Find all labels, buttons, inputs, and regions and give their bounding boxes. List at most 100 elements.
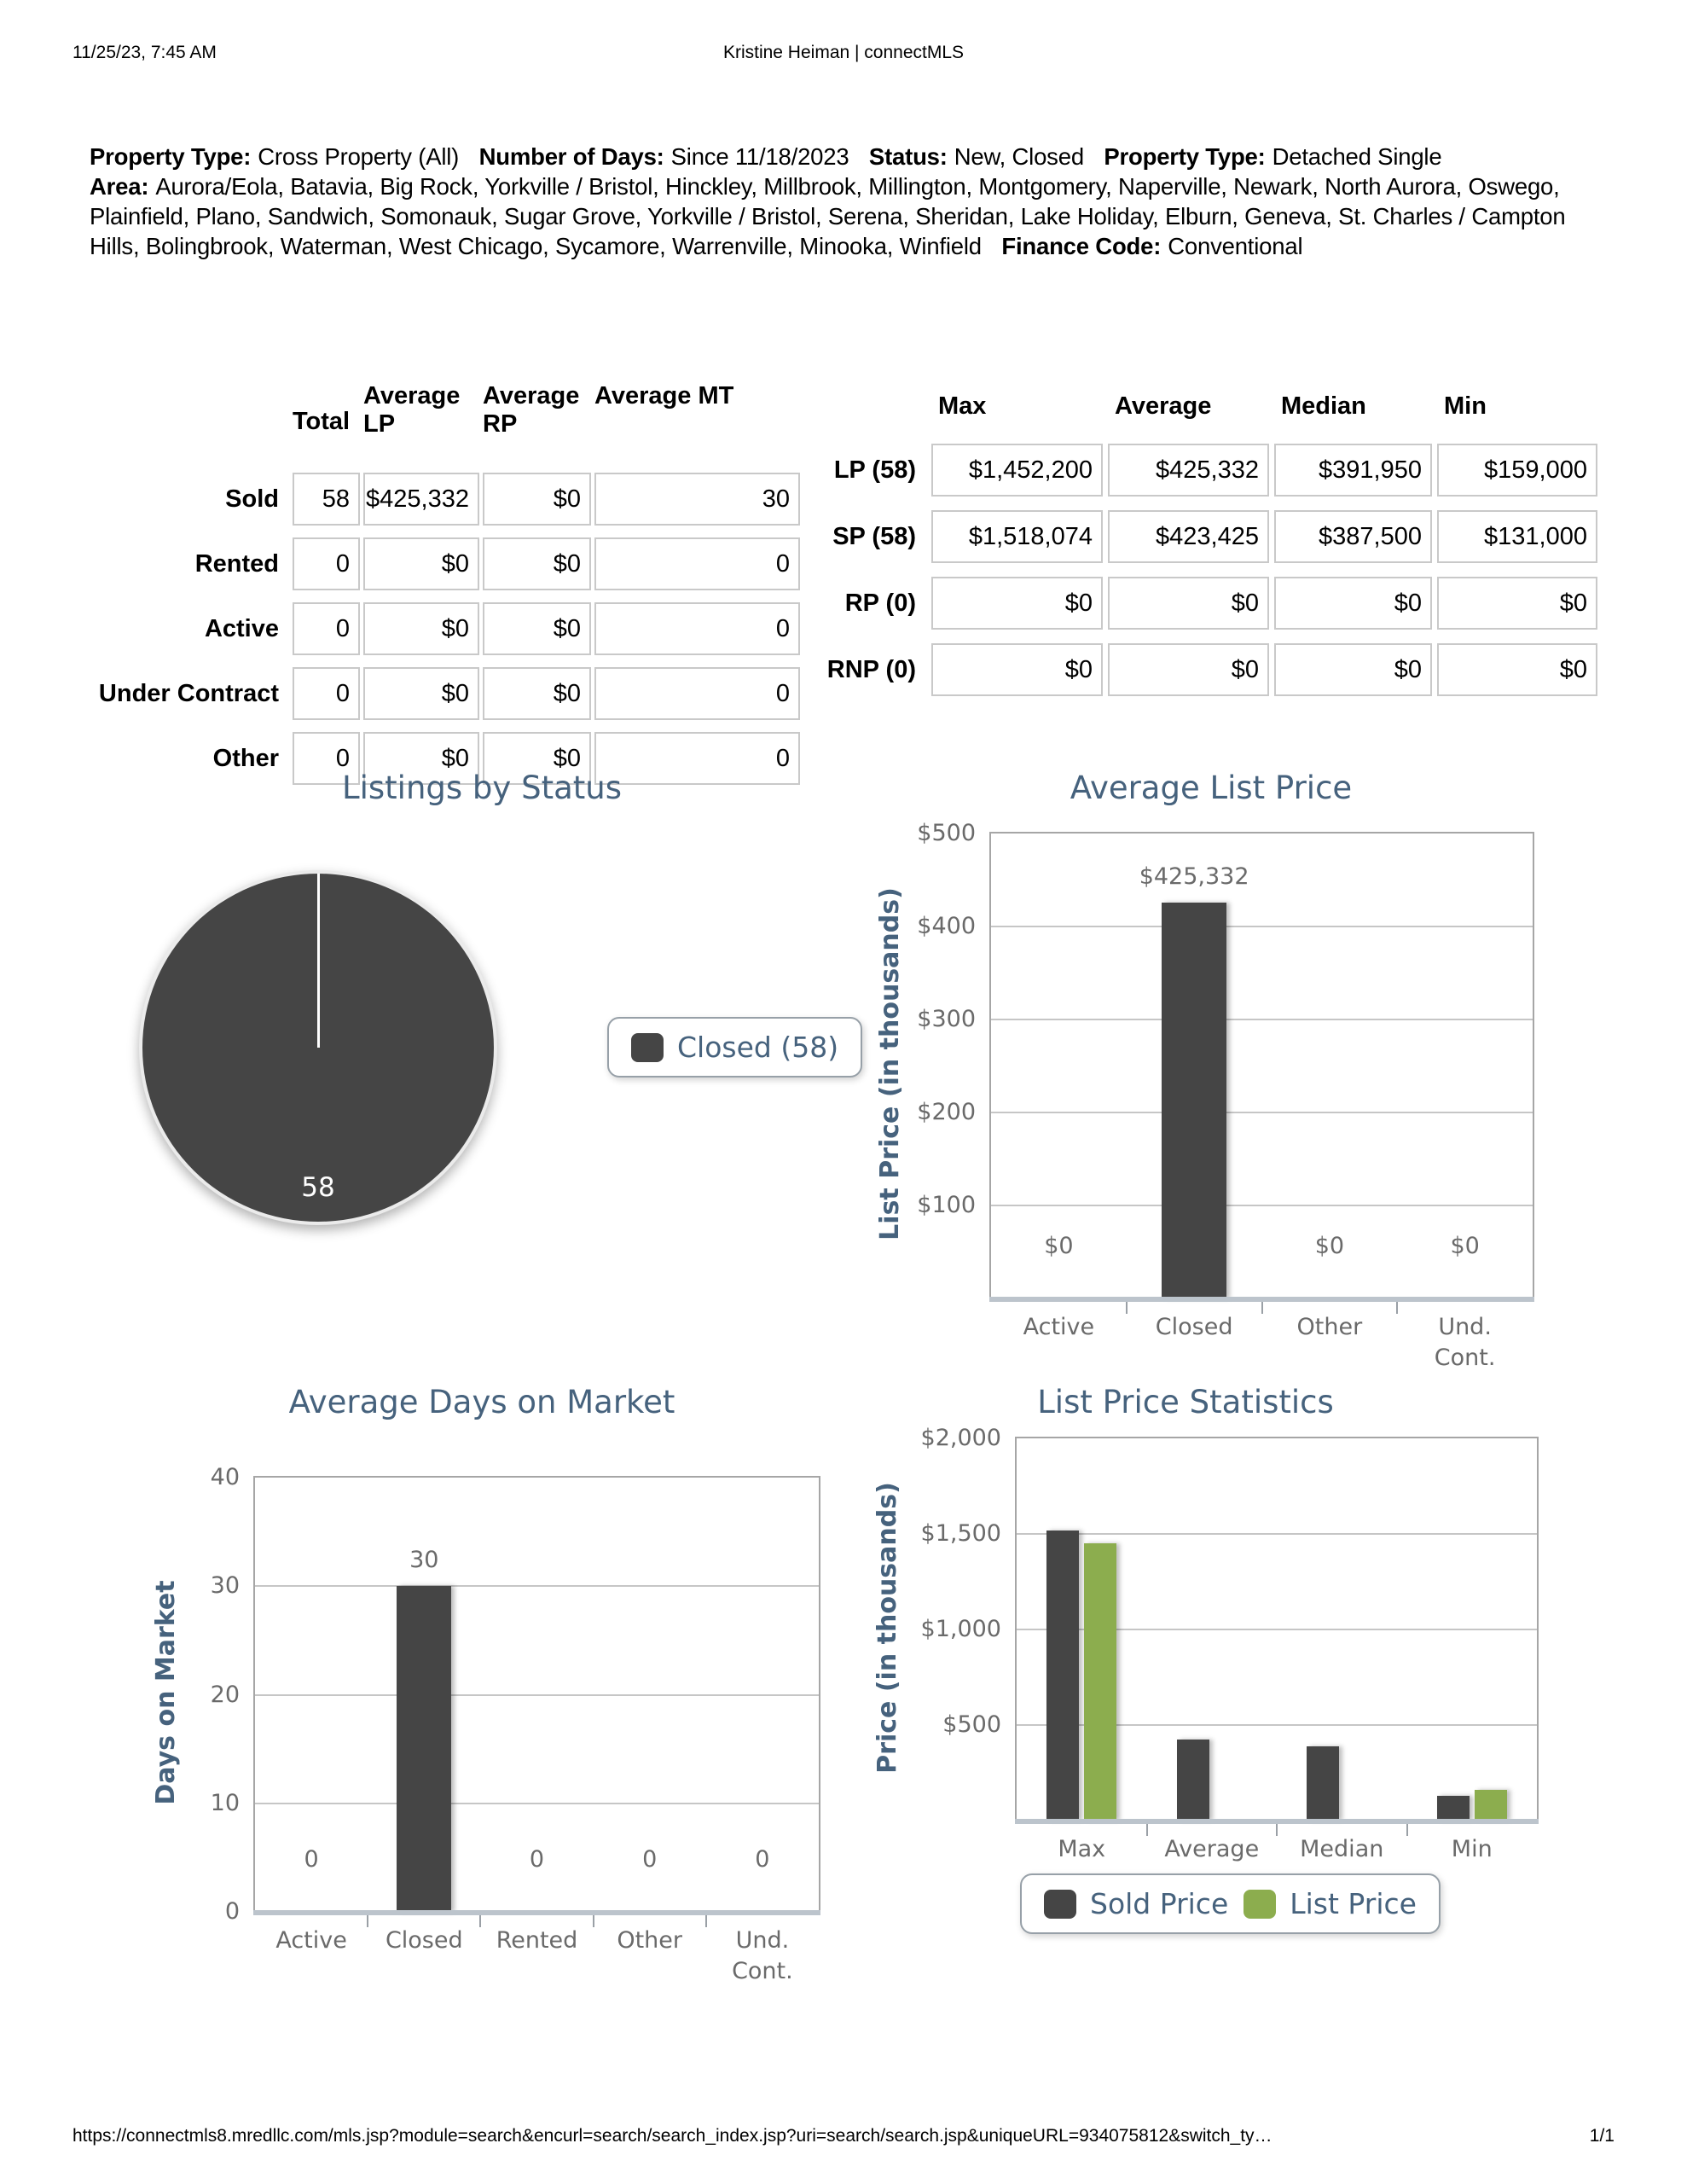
criteria-value: Since 11/18/2023 <box>670 142 849 170</box>
page-title: Kristine Heiman | connectMLS <box>722 43 965 62</box>
column-header: Average RP <box>483 382 580 438</box>
value-cell: 0 <box>293 602 360 655</box>
y-tick-label: $1,500 <box>920 1520 1001 1547</box>
gridline <box>255 1693 819 1696</box>
value-cell: $0 <box>1108 643 1269 696</box>
value-cell: $0 <box>1274 577 1432 630</box>
column-header: Total <box>293 408 351 435</box>
row-label: SP (58) <box>832 523 916 550</box>
bar-value-label: $0 <box>1044 1233 1074 1259</box>
search-criteria: Property Type: Cross Property (All) Numbe… <box>90 142 1603 261</box>
pie-data-label: 58 <box>301 1172 335 1203</box>
pie-chart-title: Listings by Status <box>342 770 622 806</box>
gridline <box>991 1112 1533 1113</box>
page-number: 1/1 <box>1589 2126 1615 2146</box>
bar-value-label: $0 <box>1314 1233 1345 1259</box>
criteria-label: Status: <box>868 142 948 170</box>
lp-stats-legend: Sold Price List Price <box>1020 1873 1441 1934</box>
y-tick-label: 0 <box>224 1898 240 1925</box>
value-cell: $131,000 <box>1437 510 1597 563</box>
y-tick-label: $300 <box>917 1006 976 1032</box>
gridline <box>1017 1533 1537 1535</box>
pie-slice-divider <box>317 874 320 1048</box>
value-cell: 0 <box>594 732 800 785</box>
avg-list-price-title: Average List Price <box>1070 770 1353 806</box>
x-tick-mark <box>1276 1822 1278 1836</box>
legend-item: Closed (58) <box>631 1031 838 1064</box>
criteria-value: Detached Single <box>1272 142 1442 170</box>
bar <box>1474 1790 1507 1821</box>
category-label: Min <box>1451 1836 1493 1862</box>
bar-value-label: $425,332 <box>1139 863 1249 891</box>
gridline <box>1017 1629 1537 1630</box>
row-label: LP (58) <box>833 456 916 484</box>
column-header: Average MT <box>594 382 734 410</box>
criteria-label: Area: <box>90 172 149 200</box>
value-cell: $0 <box>483 602 591 655</box>
table-corner <box>826 392 926 430</box>
bar <box>1436 1795 1470 1821</box>
lp-stats-plot: $2,000 $1,500 $1,000 $500 Max Average Median Mi… <box>921 1425 1539 1862</box>
y-tick-label: $200 <box>917 1099 976 1125</box>
category-label: Median <box>1300 1836 1384 1862</box>
bar-value-label: 30 <box>409 1547 439 1574</box>
x-tick-mark <box>704 1914 707 1927</box>
y-tick-label: $1,000 <box>920 1616 1001 1642</box>
value-cell: $1,452,200 <box>931 444 1103 497</box>
table-corner <box>96 382 289 461</box>
value-cell: $425,332 <box>363 473 479 526</box>
category-label: Other <box>1296 1314 1363 1340</box>
legend-swatch-list-price <box>1244 1889 1277 1919</box>
value-cell: $0 <box>1274 643 1432 696</box>
legend-item: Sold Price <box>1044 1887 1228 1920</box>
value-cell: $0 <box>1108 577 1269 630</box>
value-cell: $0 <box>931 577 1103 630</box>
legend-swatch-closed <box>631 1032 664 1062</box>
criteria-label: Finance Code: <box>1001 232 1162 259</box>
value-cell: $0 <box>1437 577 1597 630</box>
avg-dom-plot: 40 30 20 10 0 Active Closed Rented Other Und. Con… <box>211 1464 820 1984</box>
bar <box>1046 1530 1080 1821</box>
value-cell: 0 <box>594 667 800 720</box>
value-cell: $0 <box>483 732 591 785</box>
column-header: Median <box>1281 392 1366 420</box>
value-cell: $0 <box>931 643 1103 696</box>
bar <box>1307 1746 1340 1821</box>
category-label: Rented <box>496 1927 578 1954</box>
legend-item: List Price <box>1244 1887 1417 1920</box>
printed-timestamp: 11/25/23, 7:45 AM <box>72 43 217 62</box>
category-label: Other <box>617 1927 683 1954</box>
bar <box>1084 1542 1117 1821</box>
row-label: Active <box>204 615 279 642</box>
footer-url: https://connectmls8.mredllc.com/mls.jsp?… <box>72 2126 1272 2146</box>
value-cell: $0 <box>483 473 591 526</box>
category-label: Average <box>1164 1836 1260 1862</box>
legend-label: Closed (58) <box>677 1031 839 1064</box>
value-cell: $0 <box>483 537 591 590</box>
legend-label: List Price <box>1290 1887 1417 1920</box>
category-label: Active <box>275 1927 347 1954</box>
bar-value-label: $0 <box>1450 1233 1480 1259</box>
value-cell: 0 <box>594 602 800 655</box>
avg-dom-title: Average Days on Market <box>288 1384 675 1420</box>
column-header: Average LP <box>363 382 461 438</box>
y-tick-label: $400 <box>917 913 976 939</box>
pie-legend: Closed (58) <box>607 1017 863 1077</box>
bar <box>1162 903 1227 1298</box>
criteria-segment: Property Type: Cross Property (All) <box>90 143 459 170</box>
bar <box>1176 1740 1209 1821</box>
row-label: Other <box>212 745 279 772</box>
x-tick-mark <box>1145 1822 1148 1836</box>
gridline <box>255 1585 819 1588</box>
y-tick-label: $500 <box>942 1711 1001 1738</box>
bar-value-label: 0 <box>304 1846 319 1873</box>
criteria-label: Number of Days: <box>478 142 664 170</box>
value-cell: $0 <box>363 602 479 655</box>
value-cell: 0 <box>293 667 360 720</box>
y-tick-label: 20 <box>210 1681 240 1708</box>
x-tick-mark <box>479 1914 482 1927</box>
category-label: Max <box>1058 1836 1106 1862</box>
x-tick-mark <box>1396 1300 1399 1314</box>
value-cell: $1,518,074 <box>931 510 1103 563</box>
